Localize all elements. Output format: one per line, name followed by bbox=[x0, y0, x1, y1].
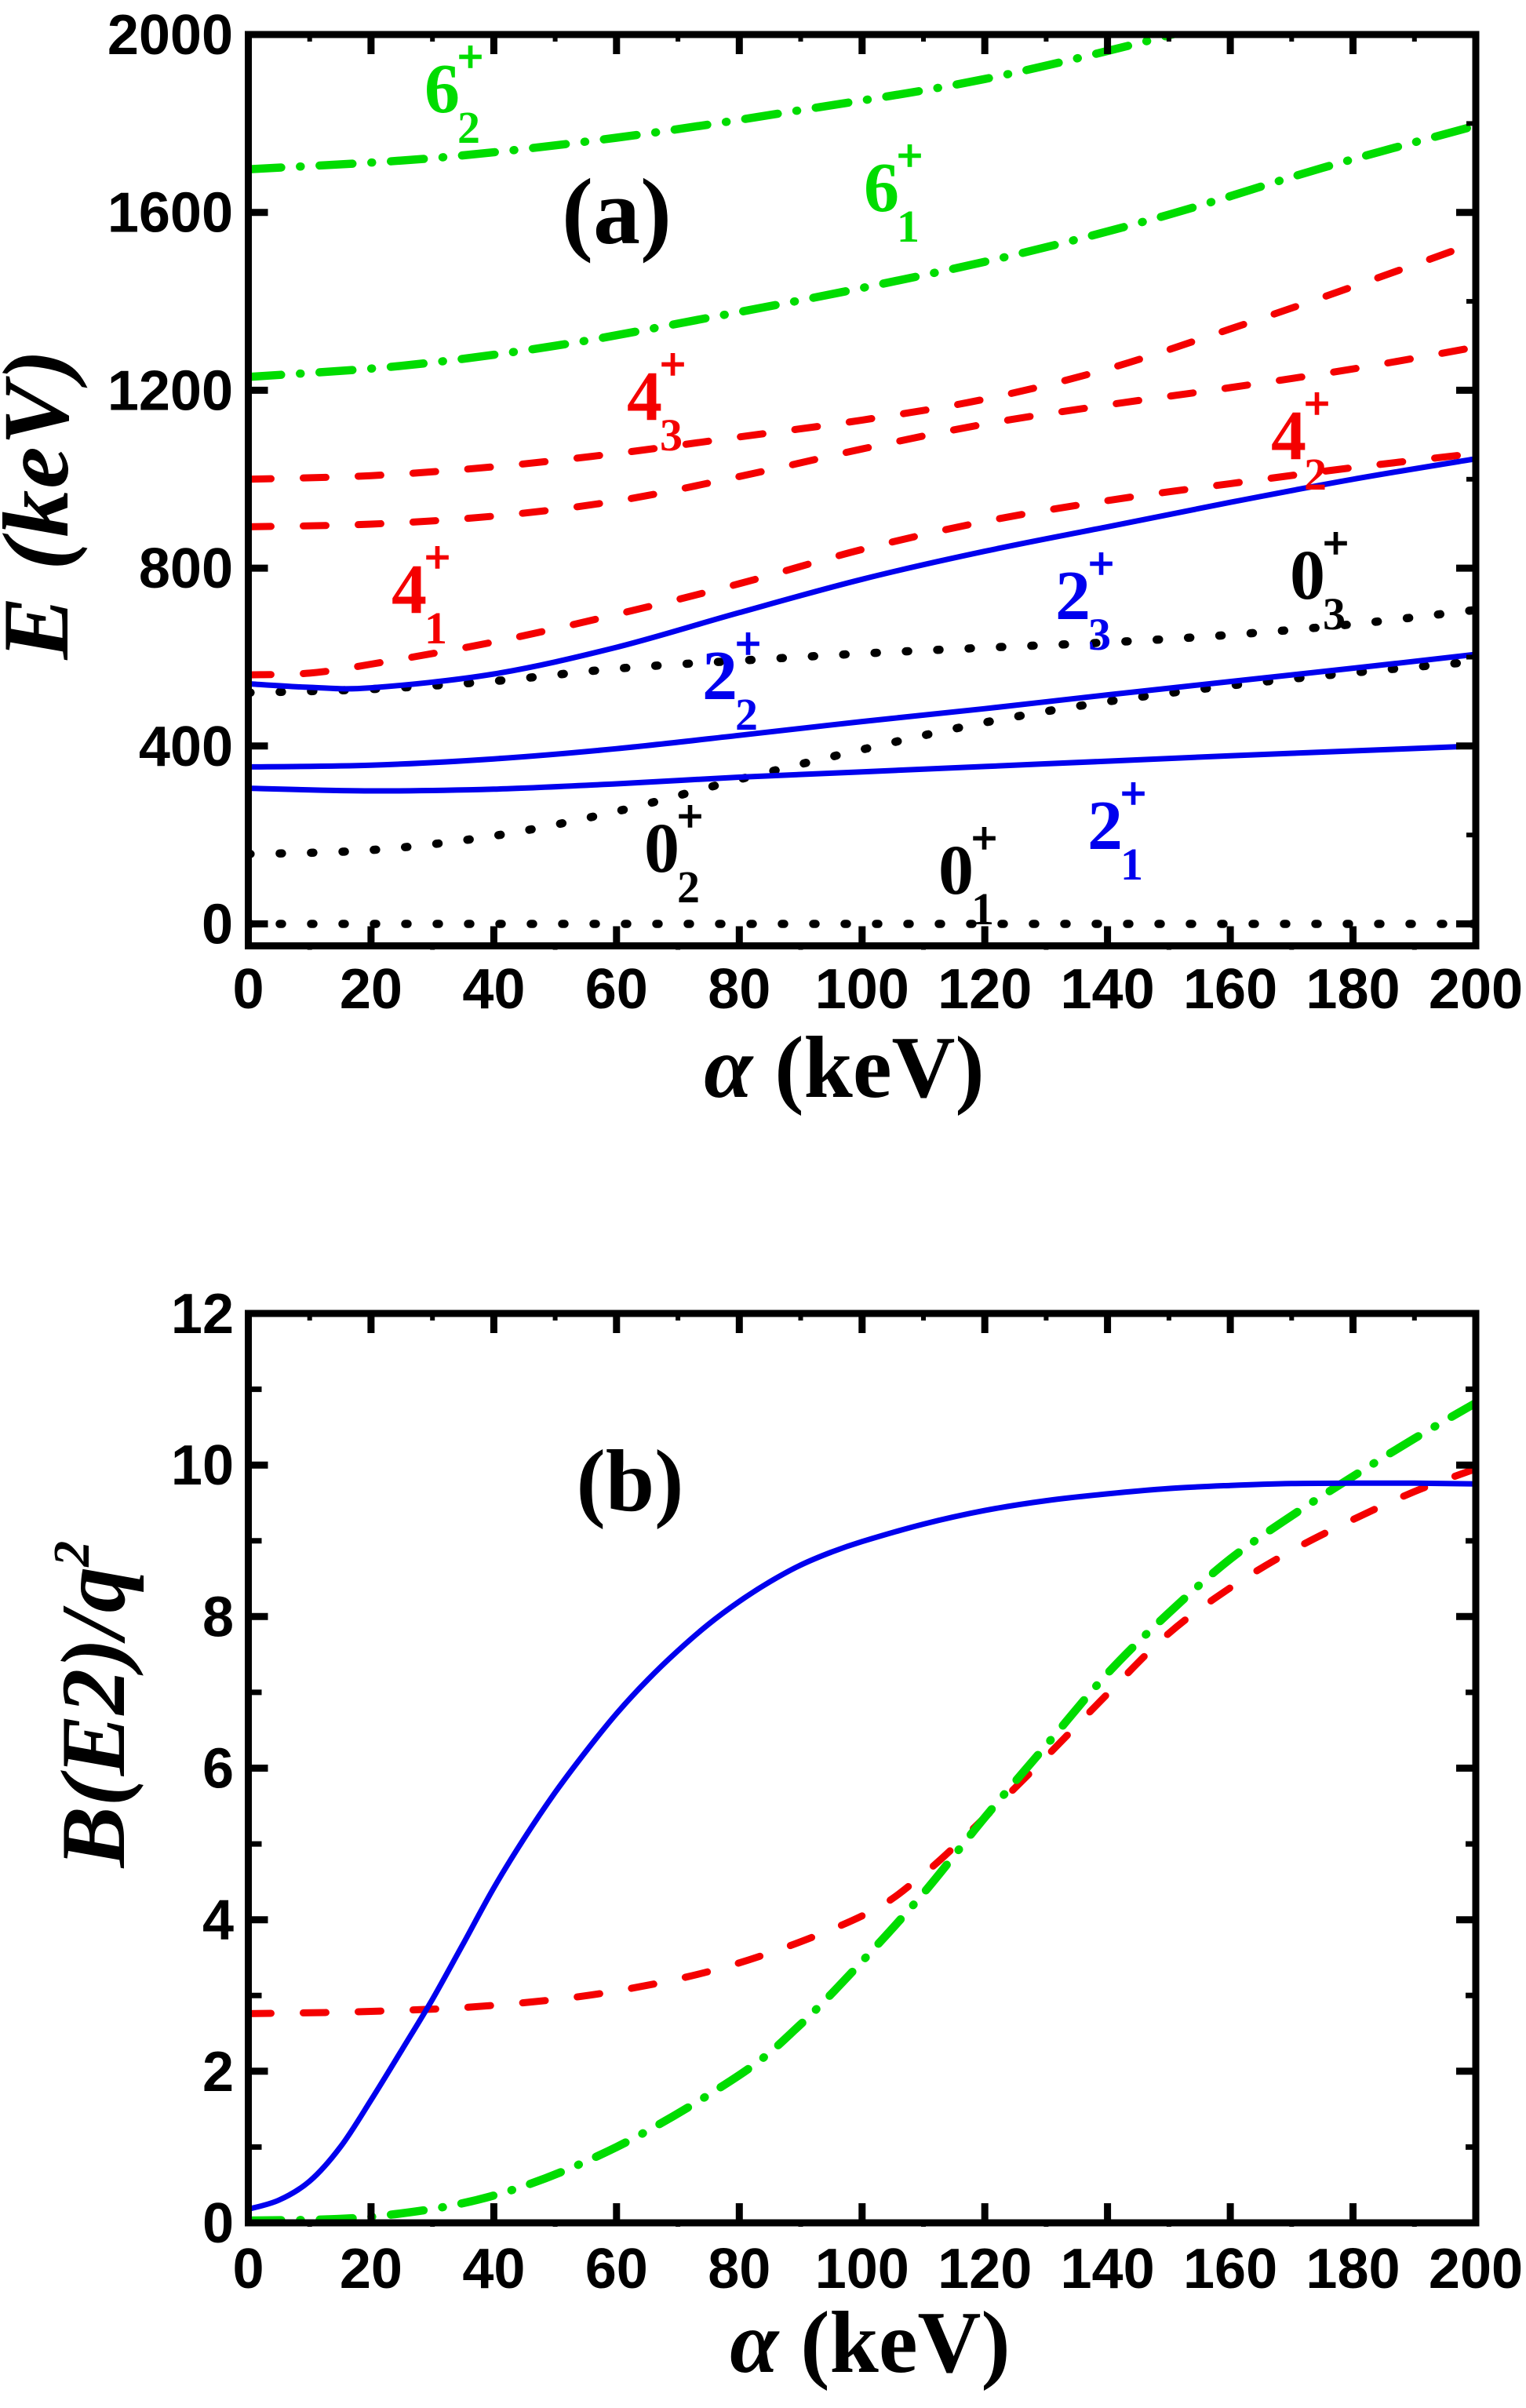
svg-text:0: 0 bbox=[232, 958, 264, 1021]
svg-text:3: 3 bbox=[660, 410, 683, 461]
svg-text:180: 180 bbox=[1306, 958, 1400, 1021]
svg-text:160: 160 bbox=[1183, 2238, 1277, 2301]
svg-text:1: 1 bbox=[897, 201, 920, 252]
svg-text:α (keV): α (keV) bbox=[730, 2294, 1010, 2392]
svg-text:2: 2 bbox=[457, 102, 480, 153]
svg-text:0: 0 bbox=[938, 832, 974, 909]
svg-text:40: 40 bbox=[462, 958, 525, 1021]
svg-text:+: + bbox=[660, 339, 686, 390]
svg-text:+: + bbox=[897, 130, 923, 181]
svg-text:+: + bbox=[735, 618, 761, 669]
svg-text:+: + bbox=[677, 791, 703, 842]
svg-text:400: 400 bbox=[139, 716, 233, 778]
svg-text:2: 2 bbox=[702, 637, 738, 715]
svg-text:2: 2 bbox=[677, 862, 700, 913]
svg-text:10: 10 bbox=[171, 1434, 234, 1497]
svg-text:2: 2 bbox=[735, 689, 758, 740]
svg-text:2: 2 bbox=[1055, 557, 1091, 635]
svg-text:+: + bbox=[1304, 378, 1330, 429]
svg-text:0: 0 bbox=[202, 894, 233, 956]
svg-text:1: 1 bbox=[424, 603, 447, 654]
svg-text:0: 0 bbox=[202, 2192, 234, 2255]
svg-text:1: 1 bbox=[971, 883, 994, 934]
svg-text:6: 6 bbox=[424, 50, 460, 128]
svg-text:140: 140 bbox=[1061, 2238, 1155, 2301]
svg-text:+: + bbox=[1120, 768, 1146, 819]
svg-text:+: + bbox=[424, 532, 450, 583]
svg-text:2000: 2000 bbox=[107, 4, 233, 67]
svg-text:2: 2 bbox=[1087, 787, 1123, 865]
svg-text:1200: 1200 bbox=[107, 359, 233, 422]
svg-text:800: 800 bbox=[139, 537, 233, 600]
svg-text:20: 20 bbox=[340, 958, 402, 1021]
svg-text:100: 100 bbox=[815, 958, 909, 1021]
svg-text:B(E2)/q2: B(E2)/q2 bbox=[43, 1541, 144, 1870]
svg-text:60: 60 bbox=[585, 958, 648, 1021]
svg-text:4: 4 bbox=[627, 358, 662, 435]
svg-text:0: 0 bbox=[232, 2238, 264, 2301]
svg-text:α (keV): α (keV) bbox=[704, 1019, 984, 1117]
svg-text:4: 4 bbox=[392, 551, 427, 628]
svg-text:+: + bbox=[457, 31, 483, 82]
svg-text:180: 180 bbox=[1306, 2238, 1400, 2301]
svg-text:100: 100 bbox=[815, 2238, 909, 2301]
svg-text:(b): (b) bbox=[577, 1433, 684, 1530]
svg-text:0: 0 bbox=[644, 810, 679, 887]
svg-text:(a): (a) bbox=[562, 159, 672, 264]
svg-text:3: 3 bbox=[1323, 588, 1346, 639]
svg-text:6: 6 bbox=[864, 149, 899, 227]
svg-text:120: 120 bbox=[938, 2238, 1032, 2301]
svg-text:E (keV): E (keV) bbox=[0, 348, 88, 660]
svg-text:4: 4 bbox=[1271, 397, 1306, 475]
svg-text:8: 8 bbox=[202, 1586, 234, 1648]
svg-text:80: 80 bbox=[708, 2238, 770, 2301]
svg-text:+: + bbox=[1323, 518, 1349, 569]
svg-text:60: 60 bbox=[585, 2238, 648, 2301]
svg-text:160: 160 bbox=[1183, 958, 1277, 1021]
svg-text:1: 1 bbox=[1120, 839, 1143, 890]
svg-text:2: 2 bbox=[1304, 449, 1327, 500]
svg-text:4: 4 bbox=[202, 1889, 234, 1952]
svg-text:80: 80 bbox=[708, 958, 770, 1021]
svg-text:6: 6 bbox=[202, 1738, 234, 1801]
svg-text:40: 40 bbox=[462, 2238, 525, 2301]
svg-text:3: 3 bbox=[1088, 609, 1111, 660]
svg-text:2: 2 bbox=[202, 2041, 234, 2104]
svg-text:140: 140 bbox=[1061, 958, 1155, 1021]
svg-text:+: + bbox=[1088, 538, 1114, 589]
svg-text:12: 12 bbox=[171, 1283, 234, 1346]
svg-text:0: 0 bbox=[1290, 537, 1325, 614]
svg-text:+: + bbox=[971, 813, 997, 864]
svg-text:200: 200 bbox=[1429, 2238, 1523, 2301]
svg-text:120: 120 bbox=[938, 958, 1032, 1021]
svg-text:20: 20 bbox=[340, 2238, 402, 2301]
svg-text:200: 200 bbox=[1429, 958, 1523, 1021]
svg-text:1600: 1600 bbox=[107, 182, 233, 245]
